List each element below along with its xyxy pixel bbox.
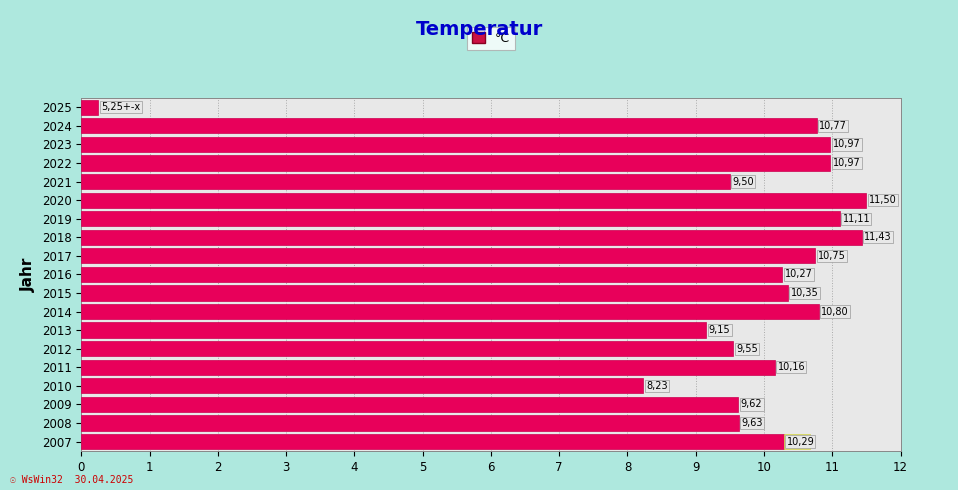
Text: 10,97: 10,97 [833,140,860,149]
Y-axis label: Jahr: Jahr [21,257,36,292]
Bar [81,118,816,133]
Bar [81,341,733,356]
Text: 10,97: 10,97 [833,158,860,168]
Text: 9,62: 9,62 [741,399,763,409]
Bar [81,99,99,115]
Bar [81,248,815,264]
Text: 9,15: 9,15 [709,325,730,335]
Text: 10,75: 10,75 [818,251,846,261]
Bar [81,193,866,208]
Text: 10,27: 10,27 [786,270,813,279]
Text: 11,11: 11,11 [842,214,870,224]
Text: 9,55: 9,55 [736,343,758,354]
Text: 5,25+-x: 5,25+-x [102,102,141,112]
Text: 11,43: 11,43 [864,232,892,242]
Bar [81,211,840,226]
Text: 9,50: 9,50 [733,176,754,187]
Bar [81,174,730,189]
Bar [81,267,783,282]
Bar [81,397,738,412]
Bar [81,137,831,152]
Text: 8,23: 8,23 [646,381,668,391]
Text: 10,29: 10,29 [787,437,814,446]
Bar [81,155,831,171]
Text: Temperatur: Temperatur [416,20,542,39]
Text: 11,50: 11,50 [869,195,897,205]
Bar [81,360,775,375]
Bar [81,416,739,431]
Text: ☉ WsWin32  30.04.2025: ☉ WsWin32 30.04.2025 [10,475,133,485]
Bar [81,322,706,338]
Text: 10,35: 10,35 [790,288,818,298]
Legend: °C: °C [468,26,514,49]
Bar [81,434,784,449]
Text: 10,16: 10,16 [778,362,806,372]
Bar [81,304,818,319]
Bar [81,285,787,300]
Bar [784,434,810,449]
Bar [81,378,643,393]
Bar [81,230,861,245]
Text: 10,80: 10,80 [821,307,849,317]
Text: 10,77: 10,77 [819,121,847,131]
Text: 9,63: 9,63 [741,418,763,428]
